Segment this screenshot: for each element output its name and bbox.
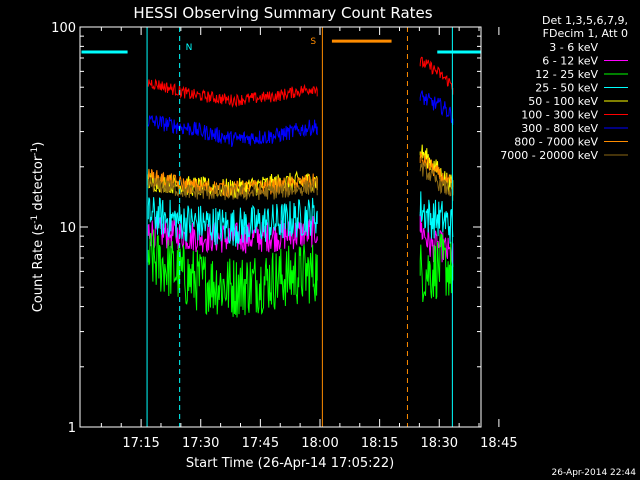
x-tick-label: 17:15 — [122, 436, 159, 451]
y-tick-label: 10 — [59, 221, 76, 236]
x-tick-label: 18:45 — [480, 436, 517, 451]
series-trace-segment — [147, 197, 318, 247]
series-trace-segment — [419, 162, 454, 201]
legend-label: 100 - 300 keV — [521, 109, 598, 122]
y-tick-label: 100 — [51, 21, 76, 36]
x-axis-label: Start Time (26-Apr-14 17:05:22) — [186, 456, 394, 471]
legend-header-line-1: Det 1,3,5,6,7,9, — [542, 14, 628, 27]
series-trace-segment — [419, 214, 454, 268]
series-trace-segment — [147, 78, 318, 108]
series-trace-segment — [419, 151, 454, 196]
x-tick-label: 17:30 — [182, 436, 219, 451]
legend-label: 25 - 50 keV — [535, 82, 598, 95]
series-trace-segment — [419, 233, 454, 303]
saa-marker-label: S — [310, 37, 316, 47]
series-trace-segment — [147, 176, 318, 201]
x-tick-label: 17:45 — [242, 436, 279, 451]
x-tick-label: 18:00 — [301, 436, 338, 451]
legend-label: 800 - 7000 keV — [514, 136, 598, 149]
legend-label: 3 - 6 keV — [549, 41, 598, 54]
series-100-300-kev — [147, 56, 454, 108]
legend-header-line-2: FDecim 1, Att 0 — [543, 27, 628, 40]
legend: Det 1,3,5,6,7,9, FDecim 1, Att 0 3 - 6 k… — [500, 14, 628, 162]
series-300-800-kev — [147, 90, 454, 147]
legend-label: 50 - 100 keV — [528, 95, 598, 108]
series-25-50-kev — [147, 191, 454, 247]
series-trace-segment — [419, 191, 454, 244]
x-tick-label: 18:15 — [361, 436, 398, 451]
legend-label: 12 - 25 keV — [535, 68, 598, 81]
footer-timestamp: 26-Apr-2014 22:44 — [552, 468, 637, 478]
series-7000-20000-kev — [147, 162, 454, 201]
legend-label: 6 - 12 keV — [542, 55, 598, 68]
x-tick-label: 18:30 — [421, 436, 458, 451]
chart-title: HESSI Observing Summary Count Rates — [133, 4, 432, 22]
series-trace-segment — [147, 229, 318, 318]
y-axis-label: Count Rate (s-1 detector-1) — [30, 142, 46, 313]
series-12-25-kev — [147, 229, 454, 318]
plot-area: NS — [81, 27, 481, 427]
series-trace-segment — [419, 182, 454, 237]
y-tick-label: 1 — [68, 421, 76, 436]
series-trace-segment — [419, 90, 454, 125]
series-trace-segment — [419, 56, 454, 95]
legend-label: 7000 - 20000 keV — [500, 149, 598, 162]
x-axis: 17:15 17:30 17:45 18:00 18:15 18:30 18:45 — [100, 27, 518, 451]
series-trace-segment — [147, 115, 318, 147]
night-marker-label: N — [186, 43, 193, 53]
y-axis: 1 10 100 — [51, 21, 481, 436]
legend-label: 300 - 800 keV — [521, 122, 598, 135]
